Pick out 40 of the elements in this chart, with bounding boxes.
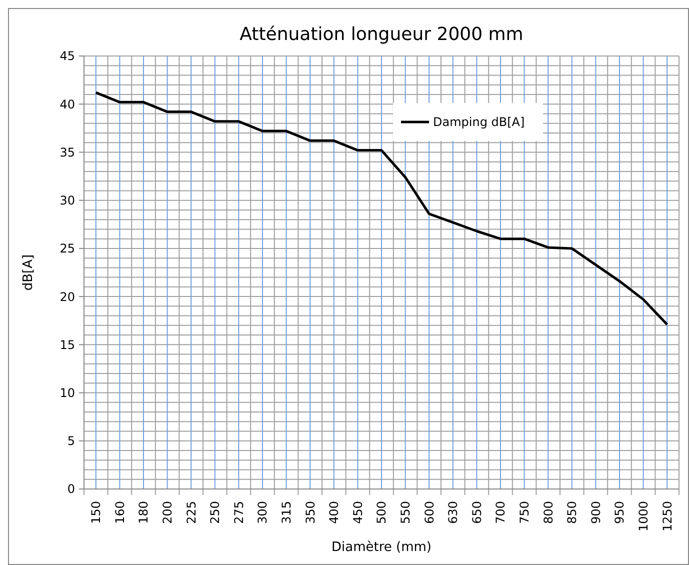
- y-tick-label: 45: [60, 49, 75, 64]
- line-series: [94, 91, 668, 326]
- y-tick-label: 20: [60, 290, 75, 304]
- y-tick-label: 15: [60, 338, 75, 352]
- y-axis-title: dB[A]: [21, 254, 36, 291]
- x-tick-label: 180: [136, 501, 151, 524]
- legend-label: Damping dB[A]: [433, 115, 525, 130]
- x-tick-label: 300: [256, 501, 270, 524]
- x-tick-label: 1000: [636, 501, 650, 532]
- x-tick-label: 550: [398, 501, 412, 524]
- x-tick-label: 150: [89, 501, 104, 524]
- x-tick-label: 250: [208, 501, 222, 524]
- x-tick-label: 850: [565, 501, 580, 524]
- x-tick-label: 700: [494, 501, 508, 524]
- x-axis-title: Diamètre (mm): [331, 540, 432, 555]
- x-tick-label: 160: [112, 501, 127, 524]
- x-tick-label: 400: [327, 501, 342, 524]
- x-tick-label: 650: [470, 501, 484, 524]
- y-tick-label: 5: [67, 434, 75, 448]
- x-tick-label: 900: [588, 501, 603, 524]
- x-tick-label: 750: [518, 501, 532, 524]
- x-tick-label: 200: [160, 501, 174, 524]
- x-tick-label: 500: [374, 501, 389, 524]
- y-tick-label: 35: [60, 145, 75, 160]
- x-tick-label: 225: [184, 501, 198, 524]
- chart-title: Atténuation longueur 2000 mm: [240, 24, 524, 45]
- y-tick-label: 0: [67, 482, 75, 496]
- x-tick-label: 450: [350, 501, 365, 524]
- x-tick-label: 275: [232, 501, 246, 524]
- y-tick-label: 40: [60, 97, 75, 112]
- x-tick-label: 600: [422, 501, 436, 524]
- x-tick-label: 315: [280, 501, 294, 524]
- y-tick-label: 30: [60, 194, 75, 208]
- x-tick-label: 950: [612, 501, 627, 524]
- y-tick-label: 10: [60, 386, 75, 400]
- x-tick-label: 1250: [660, 501, 674, 532]
- y-tick-label: 25: [60, 242, 75, 256]
- x-tick-label: 630: [446, 501, 460, 524]
- x-tick-label: 800: [541, 501, 556, 524]
- x-tick-label: 350: [303, 501, 318, 524]
